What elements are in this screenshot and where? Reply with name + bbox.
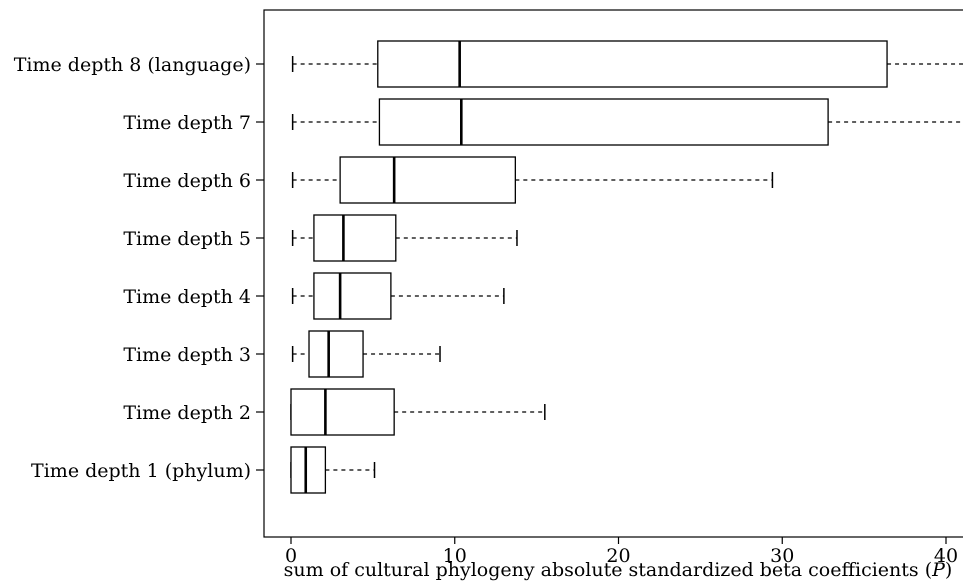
plot-frame [263,9,963,538]
box-plot-row [291,98,963,146]
box-plot-row [291,40,963,88]
box [313,272,392,320]
y-tick-label: Time depth 1 (phylum) [31,460,251,482]
box [290,388,395,436]
x-axis-label-italic: P [931,559,946,581]
box [290,446,327,494]
y-tick-label: Time depth 7 [123,112,251,134]
x-tick-label: 20 [606,545,630,567]
plot-area [290,40,963,494]
x-tick-label: 0 [285,545,297,567]
box-plot-row [290,388,546,436]
x-tick-label: 10 [443,545,467,567]
y-tick-label: Time depth 5 [123,228,251,250]
box-plot-row [291,272,505,320]
y-axis: Time depth 8 (language) Time depth 7 Time … [14,54,264,482]
box-plot-row [291,330,441,378]
y-tick-label: Time depth 4 [123,286,251,308]
box [378,98,829,146]
y-tick-label: Time depth 3 [123,344,251,366]
box-plot-row [291,214,518,262]
box [313,214,397,262]
box-plot-row [291,156,774,204]
x-axis: 0 10 20 30 40 [285,537,958,567]
box-plot-row [290,446,376,494]
x-axis-label: sum of cultural phylogeny absolute stand… [284,559,953,581]
x-tick-label: 30 [770,545,794,567]
box [308,330,364,378]
y-tick-label: Time depth 6 [123,170,251,192]
box [339,156,516,204]
y-tick-label: Time depth 2 [123,402,251,424]
x-tick-label: 40 [934,545,958,567]
y-tick-label: Time depth 8 (language) [14,54,251,76]
box [377,40,888,88]
